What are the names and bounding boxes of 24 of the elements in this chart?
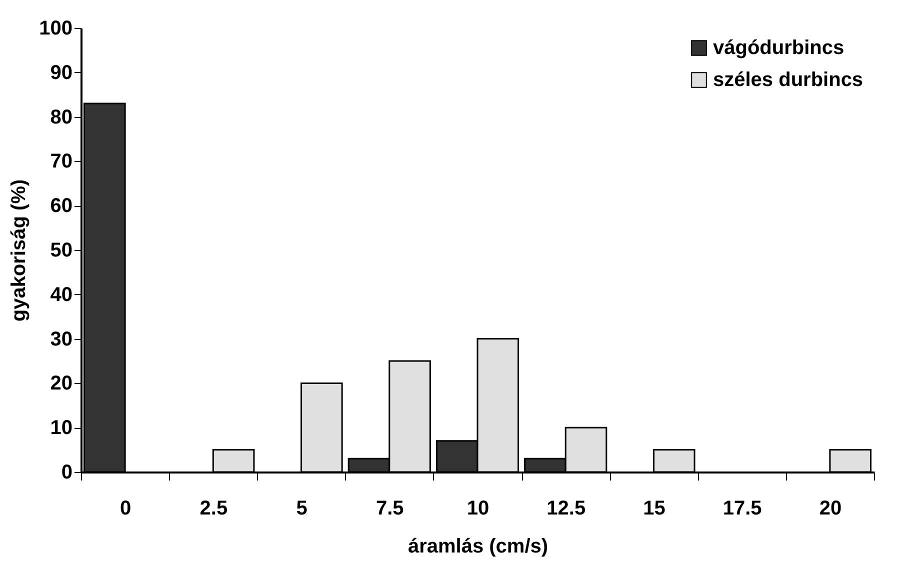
y-tick-label: 40	[50, 284, 72, 306]
y-tick-label: 100	[39, 18, 72, 40]
y-tick-label: 0	[61, 462, 72, 484]
y-tick-label: 50	[50, 240, 72, 262]
y-tick-label: 70	[50, 150, 72, 173]
legend-label: vágódurbincs	[713, 37, 844, 59]
x-tick-label: 20	[819, 498, 842, 520]
x-tick-label: 12.5	[546, 498, 586, 520]
x-tick-label: 7.5	[376, 498, 404, 520]
x-axis-title: áramlás (cm/s)	[408, 536, 548, 558]
legend-label: széles durbincs	[713, 69, 864, 91]
x-tick-label: 2.5	[200, 498, 228, 520]
x-tick-label: 15	[643, 498, 666, 520]
x-tick-label: 17.5	[722, 498, 762, 520]
y-tick-label: 30	[50, 328, 72, 350]
x-tick-label: 10	[466, 498, 490, 520]
x-tick-label: 5	[296, 498, 308, 520]
x-tick-label: 0	[120, 498, 132, 520]
y-tick-label: 10	[50, 417, 72, 440]
y-tick-label: 80	[50, 106, 72, 128]
y-axis-title: gyakoriság (%)	[8, 179, 30, 322]
y-tick-label: 60	[50, 195, 72, 218]
y-tick-label: 90	[50, 62, 72, 84]
y-tick-label: 20	[50, 372, 72, 395]
